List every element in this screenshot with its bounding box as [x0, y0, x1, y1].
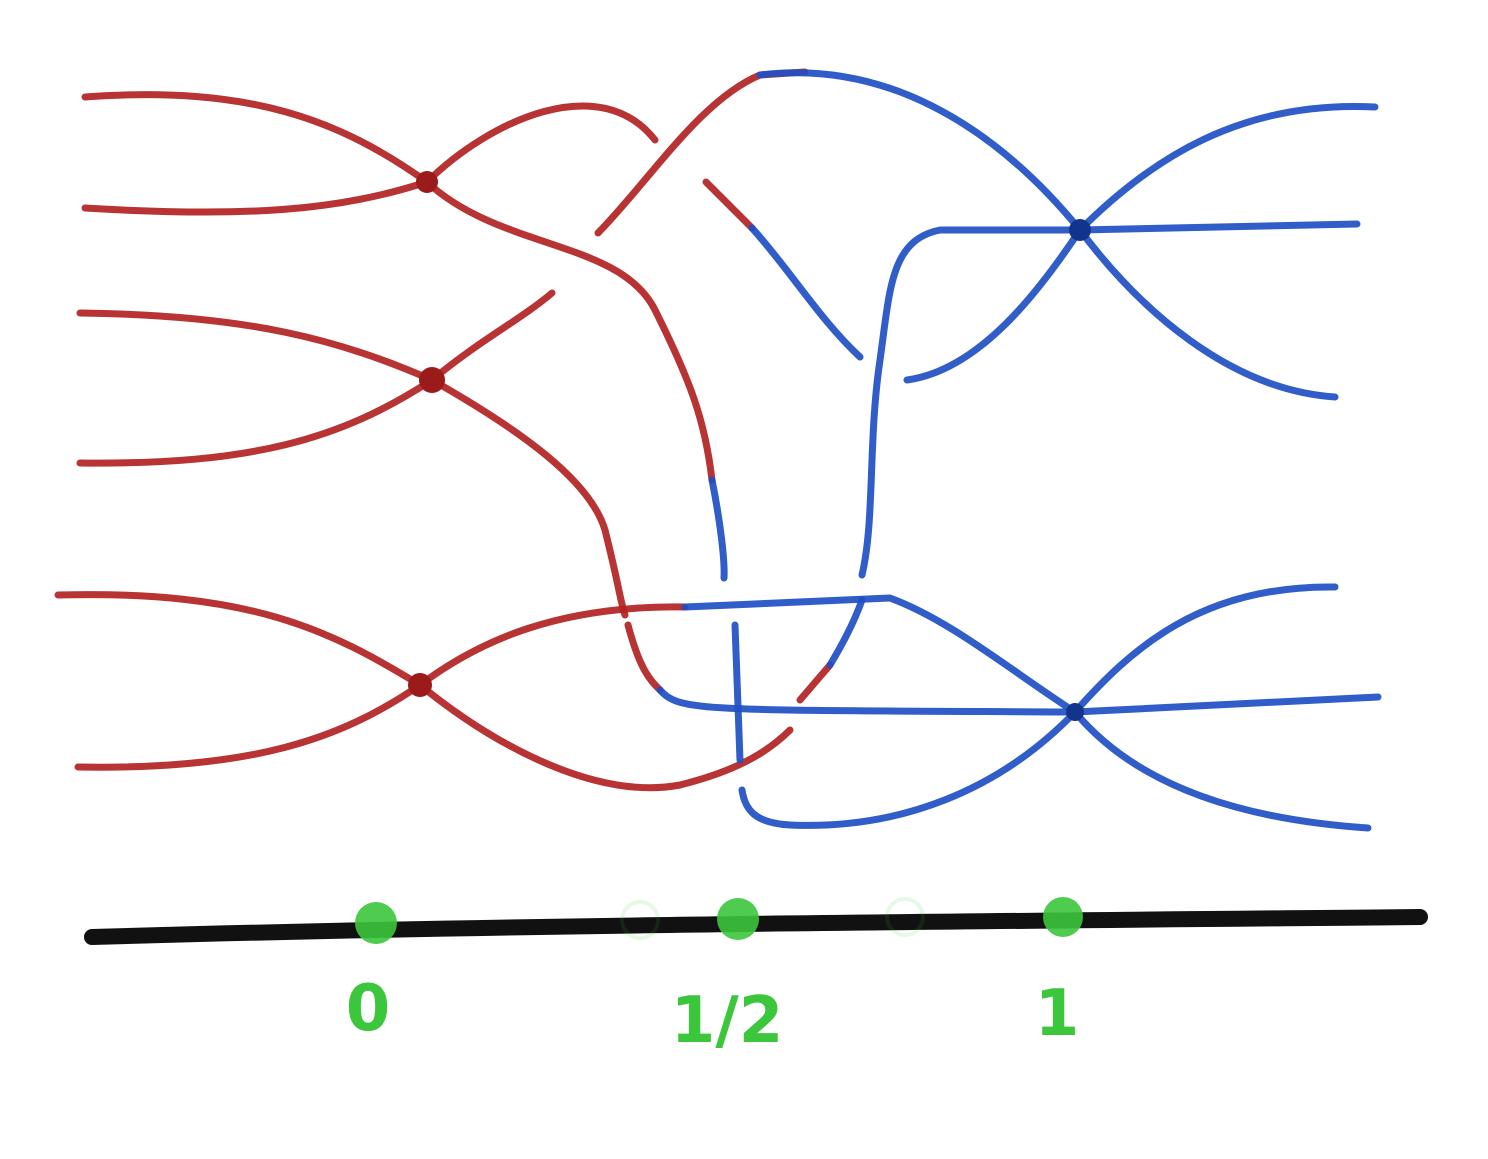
red-vertex-3 — [408, 673, 432, 697]
blue-strand-1f — [858, 226, 1084, 579]
red-strand-3a — [54, 591, 424, 689]
red-strand-7 — [796, 661, 834, 704]
blue-strand-4 — [731, 621, 744, 764]
red-strand-3b — [74, 681, 424, 771]
vertices — [408, 171, 1091, 721]
blue-strand-1c — [1076, 220, 1361, 234]
red-strand-5 — [702, 178, 756, 232]
axis-marker-0 — [355, 902, 397, 944]
red-vertex-2 — [419, 367, 445, 393]
blue-strand-5f — [738, 708, 1079, 829]
axis-labels: 0 1/2 1 — [346, 972, 1080, 1058]
axis-marker-half — [717, 898, 759, 940]
blue-strand-5a — [681, 594, 1079, 716]
blue-vertex-2 — [1066, 703, 1084, 721]
blue-vertex-1 — [1069, 219, 1091, 241]
red-strand-1c — [423, 102, 659, 186]
red-strand-4 — [594, 68, 809, 237]
blue-strand-1d — [1076, 226, 1339, 401]
red-strand-2c — [428, 289, 556, 384]
axis-label-1: 1 — [1035, 977, 1080, 1051]
red-strand-6 — [624, 621, 664, 694]
axis-ghost-marker-a — [620, 900, 660, 940]
red-strand-3c — [416, 603, 689, 689]
blue-strand-5d — [1071, 583, 1339, 716]
blue-strand-5b — [656, 686, 1079, 716]
blue-strand-2 — [748, 224, 864, 361]
red-strand-2b — [76, 376, 436, 467]
blue-strand-5e — [1071, 708, 1372, 832]
axis-line — [84, 909, 1428, 945]
blue-strand-1b — [1076, 102, 1379, 234]
blue-strand-1e — [903, 226, 1084, 384]
blue-strand-3 — [708, 476, 728, 582]
axis-label-half: 1/2 — [671, 984, 783, 1058]
blue-strand-1a — [756, 69, 1084, 234]
red-strands — [54, 68, 834, 792]
red-strand-3d — [416, 681, 794, 792]
axis-marker-1 — [1043, 897, 1083, 937]
axis-ghost-marker-b — [885, 897, 925, 937]
red-strand-2a — [76, 309, 436, 384]
red-strand-1a — [81, 91, 431, 186]
blue-strands — [656, 69, 1382, 832]
axis-label-0: 0 — [346, 972, 391, 1046]
red-strand-2d — [428, 376, 629, 619]
red-strand-1d — [423, 178, 716, 484]
red-strand-1b — [81, 178, 431, 216]
red-vertex-1 — [416, 171, 438, 193]
blue-strand-6 — [826, 596, 866, 669]
blue-strand-5c — [1071, 693, 1382, 716]
axis — [84, 897, 1428, 945]
